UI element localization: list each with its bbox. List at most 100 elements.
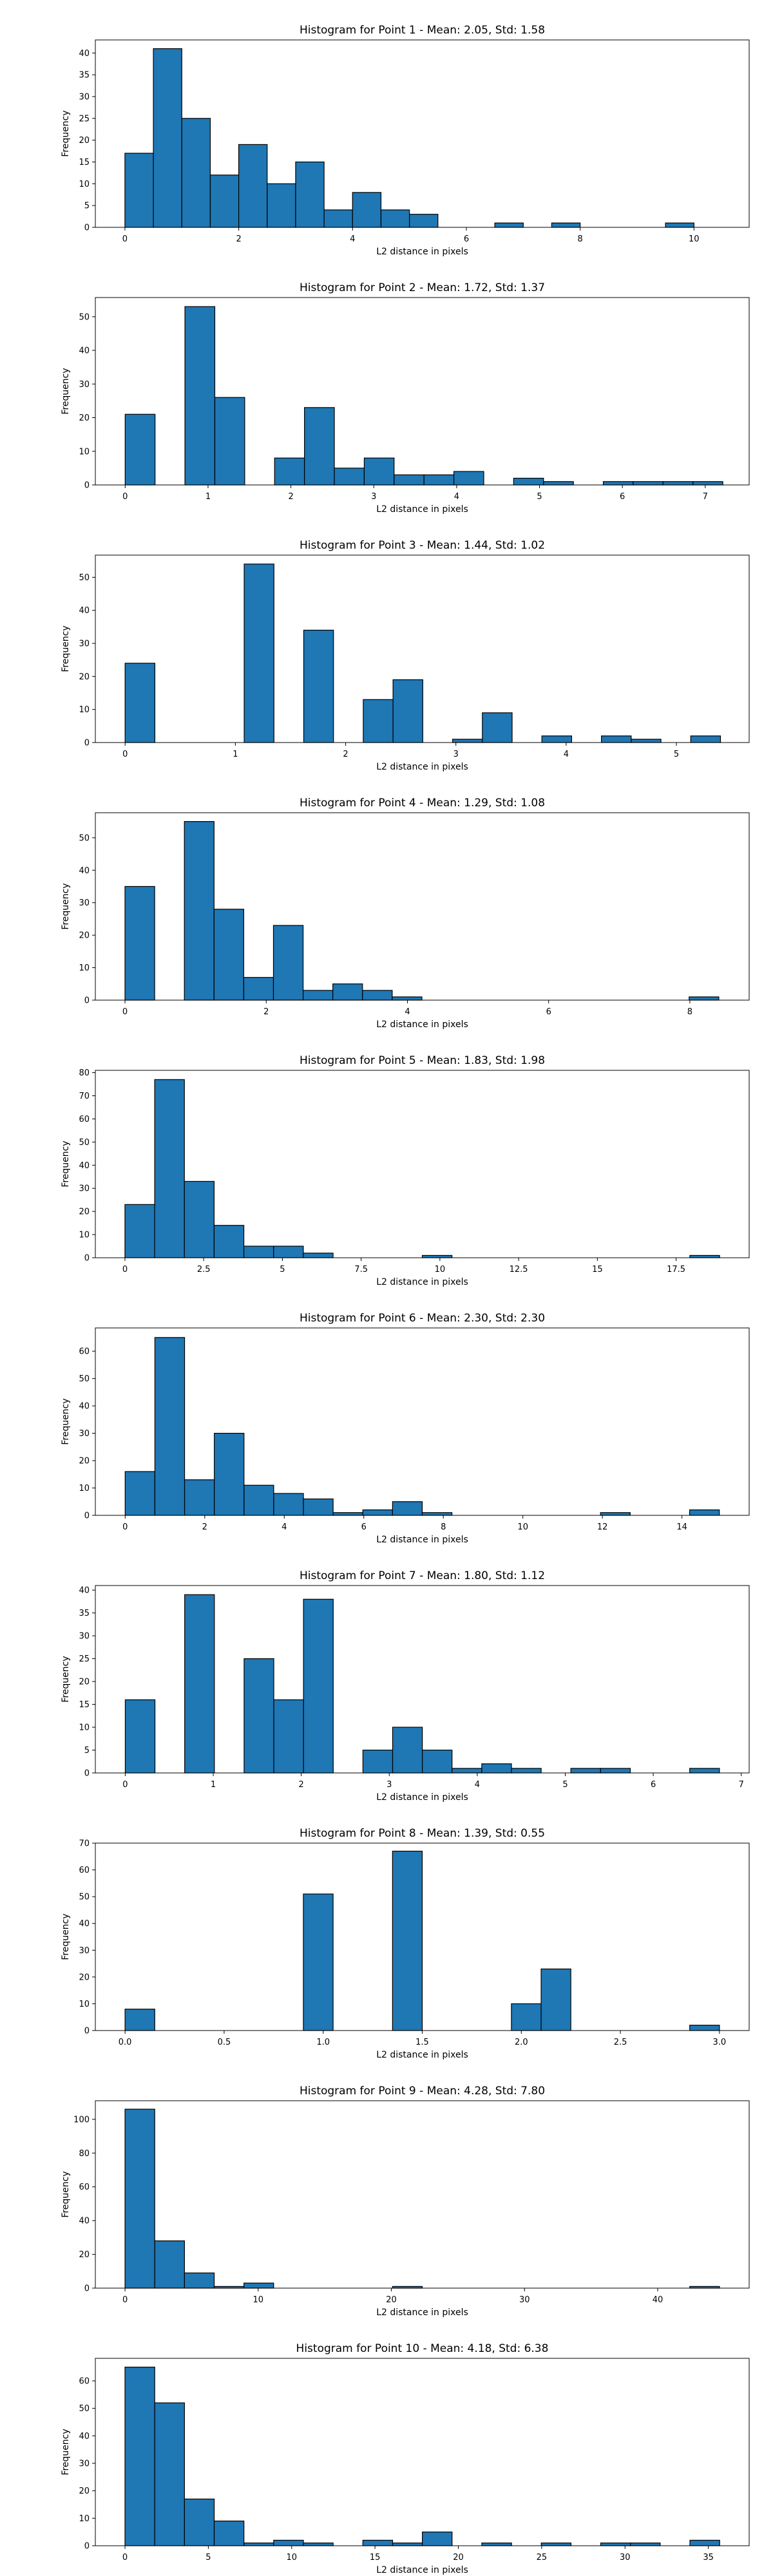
histogram-bar	[273, 2539, 304, 2546]
chart-title: Histogram for Point 3 - Mean: 1.44, Std:…	[300, 539, 545, 552]
x-tick-label: 15	[592, 1265, 603, 1274]
histogram-bar	[362, 2539, 394, 2546]
y-axis-label: Frequency	[61, 368, 71, 414]
x-tick-label: 7	[739, 1780, 744, 1790]
x-tick-label: 0	[122, 2553, 128, 2562]
histogram-bar	[481, 2543, 512, 2546]
x-tick-label: 0	[122, 1265, 128, 1274]
histogram-bars	[124, 1079, 720, 1258]
x-tick-label: 2	[236, 234, 241, 244]
x-tick-label: 2.5	[614, 2038, 627, 2047]
axes-frame	[95, 812, 750, 1001]
x-tick-label: 1	[233, 750, 238, 759]
x-axis-label: L2 distance in pixels	[376, 2050, 468, 2060]
histogram-bar	[154, 1337, 186, 1516]
y-axis-label: Frequency	[61, 2171, 71, 2217]
histogram-bar	[243, 2543, 274, 2546]
x-tick-label: 7.5	[354, 1265, 368, 1274]
y-axis-label: Frequency	[61, 1141, 71, 1187]
histogram-bar	[421, 1512, 453, 1516]
y-tick-label: 50	[79, 573, 90, 583]
histogram-bar	[689, 1509, 720, 1516]
x-tick-label: 2.5	[197, 1265, 211, 1274]
x-tick-label: 2	[263, 1007, 269, 1017]
x-axis-label: L2 distance in pixels	[376, 504, 468, 515]
histogram-bar	[511, 2003, 542, 2031]
axes-frame	[95, 2358, 750, 2546]
y-tick-label: 0	[84, 996, 90, 1006]
histogram-bar	[362, 990, 393, 1001]
histogram-bar	[184, 1594, 215, 1774]
y-tick-label: 20	[79, 2250, 90, 2260]
histogram-bars	[124, 2367, 720, 2546]
chart-title: Histogram for Point 10 - Mean: 4.18, Std…	[296, 2342, 549, 2355]
x-tick-label: 1	[211, 1780, 216, 1790]
histogram-bars	[124, 821, 720, 1001]
y-tick-label: 60	[79, 2183, 90, 2192]
histogram-bar	[689, 996, 720, 1001]
y-tick-label: 20	[79, 931, 90, 941]
y-tick-label: 10	[79, 2514, 90, 2524]
histogram-bar	[422, 2532, 453, 2546]
y-tick-label: 30	[79, 1184, 90, 1194]
y-tick-label: 30	[79, 898, 90, 908]
x-tick-label: 30	[620, 2553, 631, 2562]
y-tick-label: 80	[79, 2149, 90, 2159]
histogram-bar	[124, 886, 155, 1001]
x-tick-label: 30	[519, 2295, 530, 2305]
y-tick-label: 35	[79, 1609, 90, 1618]
x-tick-label: 1.0	[316, 2038, 330, 2047]
histogram-bar	[214, 397, 245, 486]
histogram-bar	[392, 2543, 423, 2546]
axes-frame	[95, 1585, 750, 1774]
y-tick-label: 30	[79, 92, 90, 102]
y-tick-label: 70	[79, 1092, 90, 1101]
histogram-bar	[273, 1245, 304, 1258]
x-tick-label: 2	[343, 750, 348, 759]
histogram-bar	[392, 1501, 423, 1516]
histogram-bar	[352, 192, 382, 228]
x-tick-label: 0	[122, 1007, 128, 1017]
y-tick-label: 10	[79, 1484, 90, 1493]
x-tick-label: 7	[703, 492, 708, 502]
y-tick-label: 0	[84, 739, 90, 748]
y-tick-label: 10	[79, 180, 90, 189]
y-tick-label: 20	[79, 672, 90, 682]
y-axis-label: Frequency	[61, 1656, 71, 1702]
histogram-bar	[303, 1253, 334, 1258]
x-tick-label: 4	[475, 1780, 480, 1790]
x-tick-label: 5	[280, 1265, 285, 1274]
y-tick-label: 20	[79, 1973, 90, 1982]
histogram-bar	[295, 161, 325, 228]
x-tick-label: 5	[562, 1780, 568, 1790]
histogram-bar	[689, 2539, 720, 2546]
y-tick-label: 40	[79, 606, 90, 616]
histogram-bars	[124, 564, 721, 743]
y-tick-label: 15	[79, 158, 90, 167]
x-tick-label: 0	[122, 1780, 128, 1790]
y-axis-label: Frequency	[61, 625, 71, 672]
y-tick-label: 10	[79, 447, 90, 457]
y-tick-label: 25	[79, 114, 90, 124]
histogram-bar	[689, 2025, 720, 2031]
y-tick-label: 0	[84, 2284, 90, 2294]
y-tick-label: 20	[79, 1457, 90, 1466]
x-tick-label: 2	[299, 1780, 304, 1790]
histogram-bar	[243, 2282, 274, 2289]
histogram-bar	[243, 1658, 274, 1774]
histogram-bar	[274, 457, 305, 486]
y-tick-label: 20	[79, 2486, 90, 2496]
x-tick-label: 10	[689, 234, 700, 244]
x-tick-label: 10	[435, 1265, 446, 1274]
y-tick-label: 20	[79, 1678, 90, 1687]
histogram-panel-8: 0.0 0.5 1.0 1.5 2.0 2.5 3.0 0 10 20 30 40 50 60 70 Hist…	[61, 1827, 750, 2060]
histogram-bar	[323, 209, 353, 228]
x-axis-label: L2 distance in pixels	[376, 762, 468, 772]
x-axis-label: L2 distance in pixels	[376, 1019, 468, 1030]
y-tick-label: 30	[79, 1632, 90, 1642]
y-tick-label: 30	[79, 2459, 90, 2468]
axes-frame	[95, 1327, 750, 1516]
x-tick-label: 20	[453, 2553, 464, 2562]
x-tick-label: 12.5	[510, 1265, 528, 1274]
